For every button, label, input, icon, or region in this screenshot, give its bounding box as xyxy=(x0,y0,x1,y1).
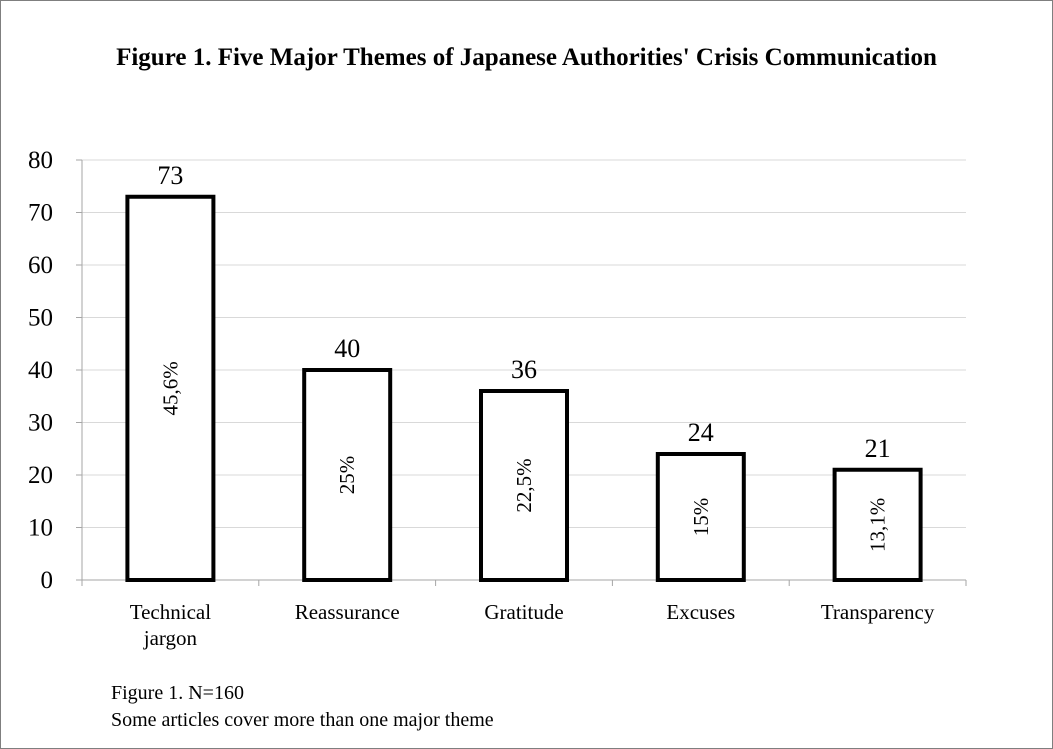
x-tick-label: Reassurance xyxy=(295,600,400,624)
y-tick-label: 30 xyxy=(28,410,53,437)
y-tick-label: 10 xyxy=(28,515,53,542)
y-tick-label: 70 xyxy=(28,200,53,227)
percent-label: 45,6% xyxy=(158,361,182,415)
y-tick-label: 80 xyxy=(28,147,53,174)
data-label: 21 xyxy=(865,434,891,463)
y-tick-label: 50 xyxy=(28,305,53,332)
chart-title: Figure 1. Five Major Themes of Japanese … xyxy=(116,44,937,71)
data-label: 73 xyxy=(157,161,183,190)
x-tick-label: Transparency xyxy=(821,600,935,624)
data-label: 36 xyxy=(511,355,537,384)
x-tick-label: Gratitude xyxy=(484,600,563,624)
x-tick-label: Excuses xyxy=(666,600,735,624)
bar xyxy=(125,194,216,582)
percent-label: 15% xyxy=(689,498,713,537)
data-label: 24 xyxy=(688,418,714,447)
y-tick-label: 60 xyxy=(28,252,53,279)
data-label: 40 xyxy=(334,334,360,363)
percent-label: 25% xyxy=(335,456,359,495)
note-multiple-themes: Some articles cover more than one major … xyxy=(111,709,494,731)
bar xyxy=(302,368,393,582)
bar xyxy=(832,467,923,582)
bar xyxy=(479,389,569,582)
bar xyxy=(655,452,746,582)
note-sample-size: Figure 1. N=160 xyxy=(111,682,244,704)
x-tick-label: jargon xyxy=(143,626,198,650)
y-tick-label: 0 xyxy=(41,567,54,594)
percent-label: 22,5% xyxy=(512,458,536,512)
y-tick-label: 20 xyxy=(28,462,53,489)
y-tick-label: 40 xyxy=(28,357,53,384)
x-tick-label: Technical xyxy=(130,600,211,624)
percent-label: 13,1% xyxy=(866,498,890,552)
